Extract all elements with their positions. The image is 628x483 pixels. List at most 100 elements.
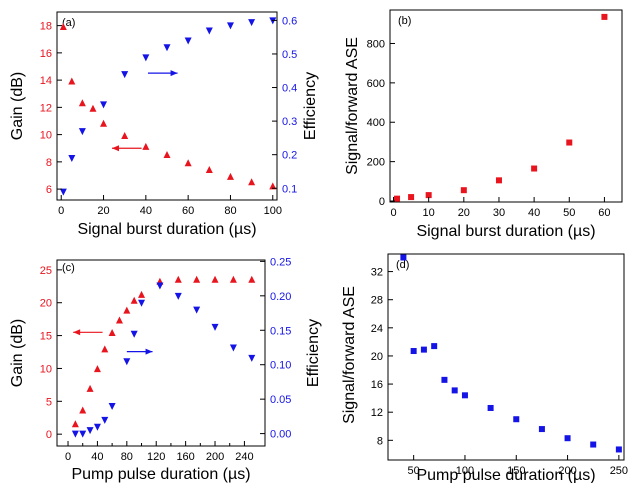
data-point-c-s1 <box>193 306 201 314</box>
data-point-d-s0 <box>513 416 520 423</box>
data-point-d-s0 <box>615 446 622 453</box>
panel-c: (c) 0 40 80 120 160 200 24005101520250.000.050… <box>9 256 322 483</box>
x-tick-label-b: 30 <box>493 207 505 219</box>
data-point-c-s1 <box>229 344 237 352</box>
data-point-c-s0 <box>108 328 116 336</box>
y2-tick-label-c: 0.25 <box>270 256 291 268</box>
data-point-a-s0 <box>78 99 86 107</box>
marks-d <box>400 254 622 453</box>
y2-tick-label-c: 0.10 <box>270 360 291 372</box>
data-point-a-s1 <box>68 155 76 163</box>
data-point-c-s0 <box>248 275 256 283</box>
x-tick-label-d: 250 <box>610 465 628 477</box>
arrow-c-1 <box>126 348 153 355</box>
data-point-d-s0 <box>487 404 494 411</box>
data-point-c-s1 <box>174 292 182 300</box>
x-axis-label-c: Pump pulse duration (µs) <box>71 466 250 483</box>
x-tick-label-a: 0 <box>58 205 64 217</box>
plot-frame-b <box>389 9 623 203</box>
y-tick-label-d: 12 <box>371 407 383 419</box>
arrow-c-0 <box>73 329 103 336</box>
data-point-c-s1 <box>123 358 131 366</box>
marks-c <box>71 275 256 438</box>
y-tick-label-b: 200 <box>367 157 385 169</box>
x-tick-label-a: 100 <box>264 205 282 217</box>
y2-tick-label-a: 0.3 <box>282 116 297 128</box>
data-point-c-s0 <box>93 365 101 373</box>
panel-label-a: (a) <box>62 17 75 29</box>
y2-tick-label-a: 0.6 <box>282 15 297 27</box>
y-tick-label-d: 8 <box>377 435 383 447</box>
x-tick-label-b: 10 <box>423 207 435 219</box>
data-point-a-s1 <box>121 71 129 79</box>
y2-tick-label-c: 0.15 <box>270 325 291 337</box>
x-tick-label-a: 40 <box>140 205 152 217</box>
y2-tick-label-a: 0.2 <box>282 150 297 162</box>
y-tick-label-b: 400 <box>367 117 385 129</box>
data-point-d-s0 <box>564 435 571 442</box>
data-point-c-s0 <box>79 406 87 414</box>
data-point-c-s1 <box>86 427 94 435</box>
data-point-b-s0 <box>425 192 432 199</box>
data-point-a-s0 <box>184 159 192 167</box>
y-axis-label-a: Gain (dB) <box>9 72 26 140</box>
x-tick-label-b: 40 <box>528 207 540 219</box>
x-tick-label-b: 0 <box>390 207 396 219</box>
y-tick-label-d: 16 <box>371 379 383 391</box>
y-tick-label-d: 32 <box>371 267 383 279</box>
data-point-d-s0 <box>538 426 545 433</box>
data-point-c-s1 <box>101 416 109 424</box>
data-point-c-s0 <box>123 306 131 314</box>
data-point-a-s0 <box>68 77 76 85</box>
marks-b <box>394 13 608 202</box>
data-point-c-s1 <box>211 323 219 331</box>
data-point-a-s0 <box>100 119 108 127</box>
axes-c: 0 40 80 120 160 200 240 0 5 10 15 20 25 0.00 0.05 0.10 0… <box>40 256 292 463</box>
data-point-c-s0 <box>138 290 146 298</box>
data-point-a-s1 <box>59 188 67 196</box>
y2-tick-label-a: 0.5 <box>282 49 297 61</box>
data-point-d-s0 <box>420 346 427 353</box>
y-tick-label-c: 20 <box>40 298 52 310</box>
data-point-a-s1 <box>205 27 213 35</box>
x-tick-label-c: 0 <box>65 451 71 463</box>
data-point-a-s0 <box>142 142 150 150</box>
y-tick-label-a: 12 <box>40 102 52 114</box>
data-point-c-s1 <box>71 430 79 438</box>
x-tick-label-c: 40 <box>91 451 103 463</box>
data-point-a-s0 <box>163 151 171 159</box>
x-tick-label-b: 50 <box>563 207 575 219</box>
data-point-a-s1 <box>248 19 256 27</box>
x-tick-label-a: 20 <box>97 205 109 217</box>
data-point-c-s0 <box>211 275 219 283</box>
x-tick-label-d: 50 <box>408 465 420 477</box>
data-point-c-s1 <box>248 354 256 362</box>
arrow-a-0 <box>112 145 142 152</box>
data-point-b-s0 <box>408 194 415 201</box>
x-tick-label-b: 60 <box>598 207 610 219</box>
data-point-c-s0 <box>101 345 109 353</box>
panel-label-d: (d) <box>396 259 409 271</box>
data-point-a-s1 <box>142 54 150 62</box>
panel-d: (d) 50 100 150 200 250 8 12 16 20 24 28 32 Pump pul… <box>341 253 628 483</box>
x-tick-label-c: 200 <box>206 451 224 463</box>
y-tick-label-a: 18 <box>40 21 52 33</box>
data-point-a-s0 <box>205 166 213 174</box>
data-point-d-s0 <box>451 387 458 394</box>
y-tick-label-c: 15 <box>40 331 52 343</box>
x-tick-label-c: 160 <box>176 451 194 463</box>
y2-tick-label-a: 0.4 <box>282 83 297 95</box>
data-point-c-s0 <box>193 275 201 283</box>
x-axis-label-a: Signal burst duration (µs) <box>77 221 256 238</box>
y-tick-label-d: 28 <box>371 295 383 307</box>
plot-frame-a <box>56 11 278 201</box>
data-point-c-s0 <box>130 296 138 304</box>
panel-a: (a) 0 20 40 60 80 100 6 8 10 12 14 16 18 0.1 0.2 0.3 0.4… <box>9 11 319 238</box>
data-point-c-s0 <box>229 275 237 283</box>
data-point-c-s1 <box>156 282 164 290</box>
panel-label-b: (b) <box>398 15 411 27</box>
y-tick-label-a: 16 <box>40 48 52 60</box>
data-point-c-s1 <box>108 403 116 411</box>
data-point-b-s0 <box>460 187 467 194</box>
